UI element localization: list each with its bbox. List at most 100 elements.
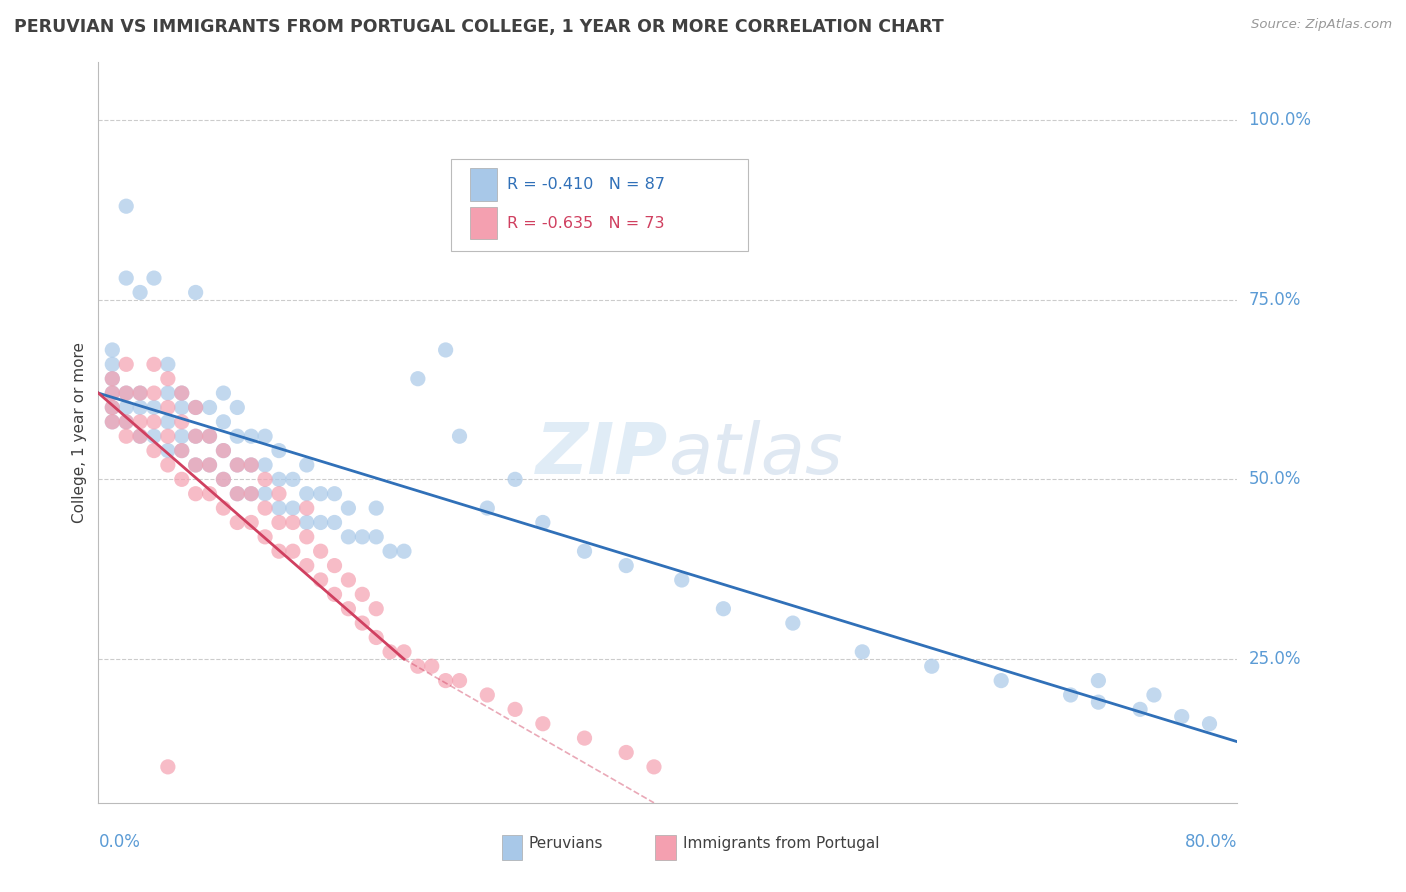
Point — [378, 645, 401, 659]
Text: atlas: atlas — [668, 420, 842, 490]
Point — [212, 415, 235, 429]
Point — [101, 386, 124, 401]
Point — [921, 659, 943, 673]
Text: Immigrants from Portugal: Immigrants from Portugal — [683, 836, 879, 851]
Point — [477, 501, 499, 516]
Point — [129, 429, 152, 443]
Point — [212, 386, 235, 401]
Point — [184, 458, 207, 472]
Y-axis label: College, 1 year or more: College, 1 year or more — [72, 343, 87, 523]
Point — [323, 486, 346, 500]
Point — [295, 486, 318, 500]
Point — [449, 429, 471, 443]
Point — [1170, 709, 1192, 723]
Point — [503, 702, 526, 716]
Point — [352, 530, 374, 544]
Point — [143, 415, 166, 429]
Point — [115, 401, 138, 415]
Point — [337, 601, 360, 615]
Point — [254, 501, 277, 516]
Point — [420, 659, 443, 673]
Point — [1087, 695, 1109, 709]
Point — [156, 429, 179, 443]
Point — [254, 429, 277, 443]
Point — [170, 443, 193, 458]
Point — [212, 443, 235, 458]
Point — [614, 746, 637, 760]
Text: Peruvians: Peruvians — [529, 836, 603, 851]
Point — [352, 616, 374, 631]
Point — [101, 401, 124, 415]
Text: PERUVIAN VS IMMIGRANTS FROM PORTUGAL COLLEGE, 1 YEAR OR MORE CORRELATION CHART: PERUVIAN VS IMMIGRANTS FROM PORTUGAL COL… — [14, 18, 943, 36]
Point — [129, 401, 152, 415]
Point — [366, 501, 388, 516]
Point — [129, 386, 152, 401]
Point — [267, 443, 290, 458]
Point — [129, 386, 152, 401]
Point — [352, 587, 374, 601]
Point — [184, 285, 207, 300]
FancyBboxPatch shape — [470, 207, 498, 239]
Text: 100.0%: 100.0% — [1249, 111, 1312, 129]
Point — [295, 501, 318, 516]
Point — [851, 645, 873, 659]
Point — [643, 760, 665, 774]
Point — [115, 415, 138, 429]
Point — [267, 516, 290, 530]
Point — [323, 516, 346, 530]
Point — [143, 443, 166, 458]
Point — [170, 386, 193, 401]
Point — [156, 760, 179, 774]
Point — [143, 386, 166, 401]
Point — [531, 516, 554, 530]
FancyBboxPatch shape — [470, 169, 498, 201]
Point — [184, 429, 207, 443]
FancyBboxPatch shape — [451, 159, 748, 252]
Point — [156, 372, 179, 386]
Point — [156, 357, 179, 371]
Point — [254, 530, 277, 544]
Point — [115, 386, 138, 401]
Point — [267, 486, 290, 500]
Point — [503, 472, 526, 486]
Point — [281, 544, 304, 558]
Point — [366, 601, 388, 615]
Point — [1143, 688, 1166, 702]
Point — [406, 659, 429, 673]
Point — [226, 516, 249, 530]
Point — [156, 443, 179, 458]
Point — [156, 458, 179, 472]
Point — [782, 616, 804, 631]
Point — [115, 199, 138, 213]
Point — [184, 486, 207, 500]
Point — [240, 486, 263, 500]
Point — [184, 458, 207, 472]
Point — [115, 386, 138, 401]
Point — [713, 601, 735, 615]
Point — [366, 631, 388, 645]
Point — [281, 501, 304, 516]
Point — [1087, 673, 1109, 688]
Point — [129, 429, 152, 443]
Point — [990, 673, 1012, 688]
Point — [101, 343, 124, 357]
Point — [198, 458, 221, 472]
Text: R = -0.635   N = 73: R = -0.635 N = 73 — [508, 216, 665, 231]
Text: 25.0%: 25.0% — [1249, 650, 1301, 668]
Point — [574, 731, 596, 745]
Point — [531, 716, 554, 731]
Text: 75.0%: 75.0% — [1249, 291, 1301, 309]
Point — [226, 486, 249, 500]
Point — [170, 415, 193, 429]
Point — [170, 401, 193, 415]
Point — [295, 558, 318, 573]
Text: 50.0%: 50.0% — [1249, 470, 1301, 488]
Point — [184, 429, 207, 443]
Text: 0.0%: 0.0% — [98, 833, 141, 851]
Point — [309, 544, 332, 558]
Point — [337, 530, 360, 544]
Point — [434, 343, 457, 357]
Point — [254, 458, 277, 472]
Point — [1129, 702, 1152, 716]
Point — [309, 573, 332, 587]
